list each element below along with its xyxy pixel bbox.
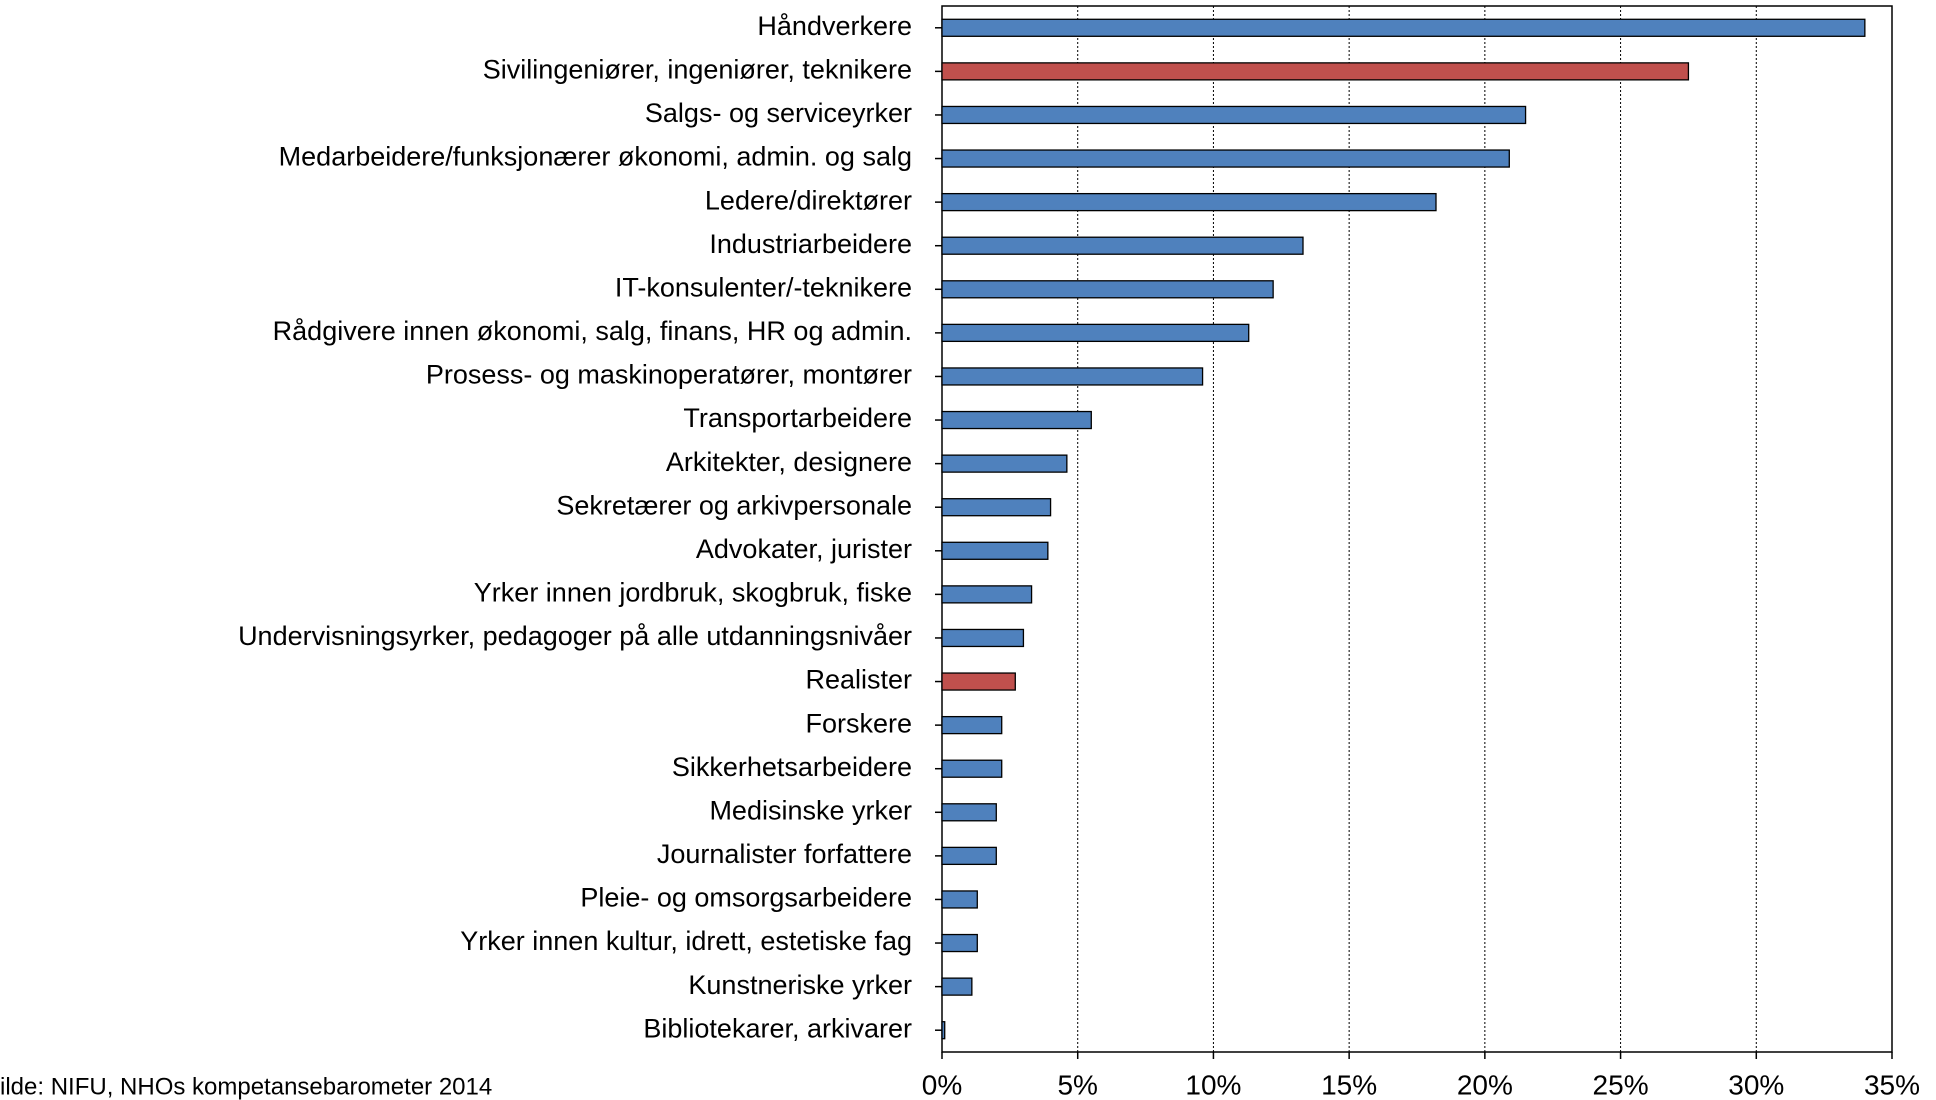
bar xyxy=(941,105,1527,125)
y-tick-label: Sivilingeniører, ingeniører, teknikere xyxy=(483,55,912,85)
y-tick-label: Salgs- og serviceyrker xyxy=(645,98,912,128)
bar xyxy=(941,846,997,866)
bar xyxy=(941,323,1250,343)
y-tick-label: Kunstneriske yrker xyxy=(688,970,912,1000)
bar xyxy=(941,803,997,822)
y-tick-label: Prosess- og maskinoperatører, montører xyxy=(426,360,912,390)
y-tick-label: Sekretærer og arkivpersonale xyxy=(556,490,912,520)
bar xyxy=(941,715,1003,735)
y-tick-label: Journalister forfattere xyxy=(657,839,912,869)
bar xyxy=(941,498,1052,517)
bar xyxy=(941,585,1033,604)
x-tick-label: 35% xyxy=(1864,1069,1920,1100)
bar xyxy=(941,759,1003,778)
y-tick-label: Håndverkere xyxy=(757,11,912,41)
y-tick-label: Pleie- og omsorgsarbeidere xyxy=(580,883,912,913)
source: ilde: NIFU, NHOs kompetansebarometer 201… xyxy=(0,1073,492,1100)
y-tick-label: Advokater, jurister xyxy=(696,534,912,564)
bar xyxy=(941,236,1304,255)
x-tick-label: 25% xyxy=(1593,1069,1649,1100)
y-tick-label: Ledere/direktører xyxy=(705,185,912,215)
y-tick-label: Medarbeidere/funksjonærer økonomi, admin… xyxy=(279,142,912,172)
bar xyxy=(941,62,1690,81)
x-tick-label: 0% xyxy=(922,1069,962,1100)
y-tick-label: Realister xyxy=(805,665,912,695)
bar xyxy=(941,280,1274,299)
bar xyxy=(941,410,1092,430)
y-tick-label: Medisinske yrker xyxy=(709,795,912,825)
bar xyxy=(941,18,1866,37)
bar xyxy=(941,192,1437,212)
x-tick-label: 15% xyxy=(1321,1069,1377,1100)
y-tick-label: Yrker innen kultur, idrett, estetiske fa… xyxy=(460,926,912,956)
y-tick-label: Transportarbeidere xyxy=(683,403,912,433)
bar xyxy=(941,628,1025,648)
y-tick-label: Sikkerhetsarbeidere xyxy=(672,752,912,782)
x-tick-label: 30% xyxy=(1728,1069,1784,1100)
bar xyxy=(941,890,978,909)
x-tick-label: 20% xyxy=(1457,1069,1513,1100)
bar xyxy=(941,367,1204,386)
plot-frame xyxy=(941,5,1893,1053)
y-tick-label: Undervisningsyrker, pedagoger på alle ut… xyxy=(238,621,912,651)
y-tick-label: Yrker innen jordbruk, skogbruk, fiske xyxy=(474,578,912,608)
y-tick-label: Rådgivere innen økonomi, salg, finans, H… xyxy=(273,316,912,346)
x-tick-label: 5% xyxy=(1057,1069,1097,1100)
y-tick-label: IT-konsulenter/-teknikere xyxy=(615,272,912,302)
bar xyxy=(941,541,1049,560)
bar xyxy=(941,149,1510,168)
y-tick-label: Industriarbeidere xyxy=(709,229,912,259)
y-tick-label: Bibliotekarer, arkivarer xyxy=(643,1013,912,1043)
bar xyxy=(941,1021,946,1040)
x-tick-label: 10% xyxy=(1185,1069,1241,1100)
bar xyxy=(941,672,1016,691)
bar xyxy=(941,977,973,996)
x-axis: 0% 5% 10% 15% 20% 25% 30% 35% xyxy=(922,1069,1920,1100)
bar xyxy=(941,454,1068,473)
bar xyxy=(941,933,978,953)
y-tick-label: Forskere xyxy=(805,708,912,738)
y-tick-label: Arkitekter, designere xyxy=(666,447,912,477)
